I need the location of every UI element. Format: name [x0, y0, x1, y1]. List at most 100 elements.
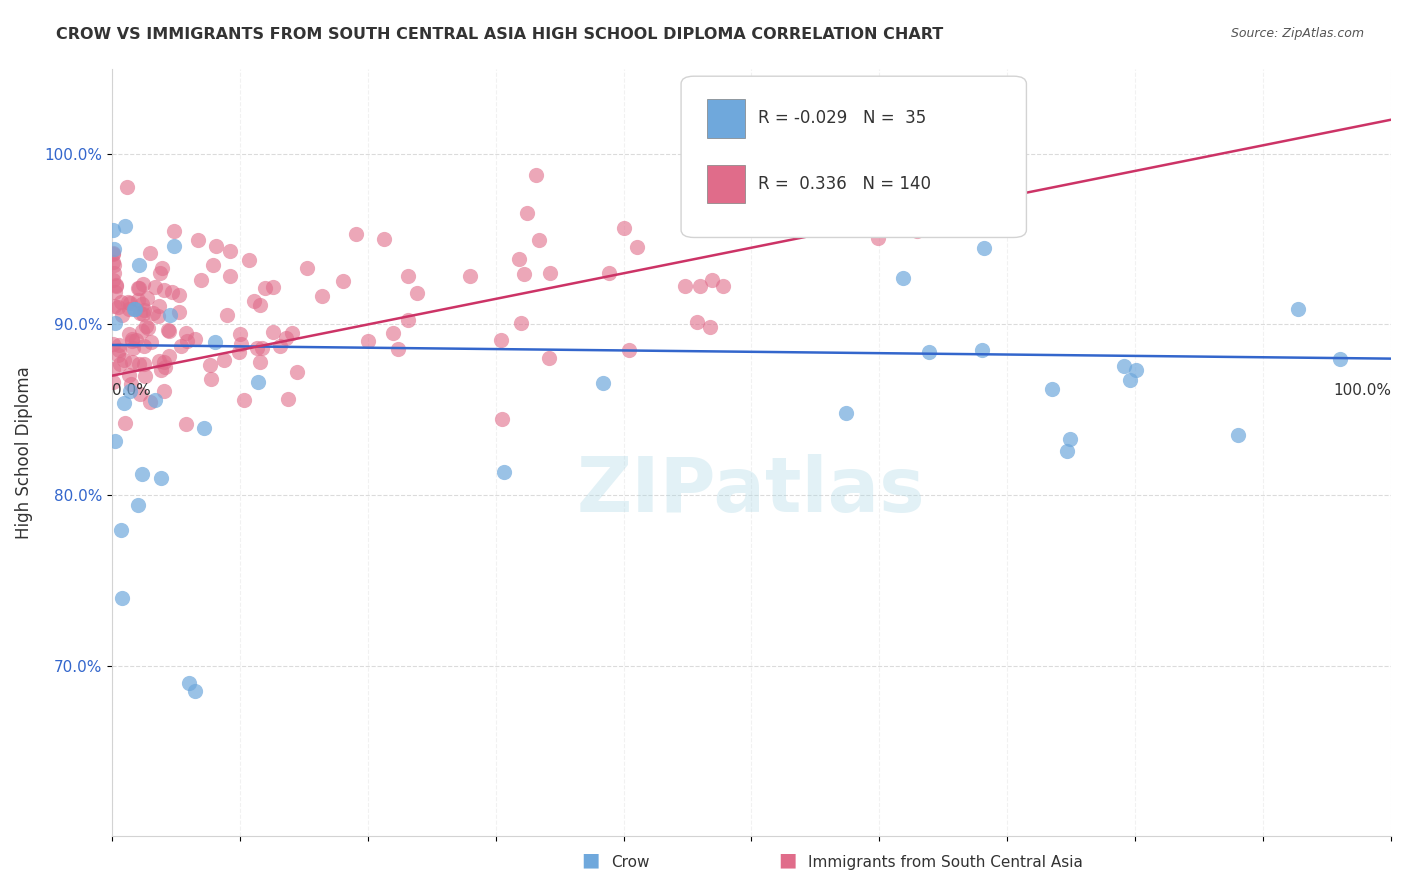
Point [176, 417, 198, 432]
Point [148, 266, 170, 280]
Point [344, 227, 367, 241]
Point [101, 255, 124, 269]
Point [918, 344, 941, 359]
Point [146, 309, 169, 323]
Point [127, 293, 149, 308]
Point [163, 224, 186, 238]
Point [122, 301, 145, 316]
Point [132, 357, 155, 371]
Point [127, 280, 149, 294]
Point [121, 332, 143, 346]
Point [101, 246, 124, 260]
Point [202, 258, 225, 272]
Point [254, 280, 277, 294]
Text: ■: ■ [581, 851, 600, 870]
Point [1112, 359, 1135, 373]
Text: CROW VS IMMIGRANTS FROM SOUTH CENTRAL ASIA HIGH SCHOOL DIPLOMA CORRELATION CHART: CROW VS IMMIGRANTS FROM SOUTH CENTRAL AS… [56, 27, 943, 42]
Point [332, 274, 354, 288]
Text: R =  0.336   N = 140: R = 0.336 N = 140 [758, 175, 931, 193]
Point [105, 279, 128, 293]
Text: Crow: Crow [612, 855, 650, 870]
Point [598, 266, 620, 280]
Point [396, 313, 419, 327]
Point [218, 268, 240, 283]
Point [112, 353, 135, 368]
Point [104, 317, 127, 331]
Y-axis label: High School Diploma: High School Diploma [15, 366, 32, 539]
Point [129, 306, 152, 320]
Text: Source: ZipAtlas.com: Source: ZipAtlas.com [1230, 27, 1364, 40]
Point [104, 277, 127, 292]
Point [538, 266, 561, 280]
Point [492, 465, 515, 479]
Point [103, 242, 125, 256]
Point [118, 368, 141, 383]
Point [711, 278, 734, 293]
Point [396, 268, 419, 283]
Point [145, 392, 167, 407]
Point [269, 339, 291, 353]
Point [118, 301, 141, 316]
Point [246, 341, 269, 355]
Point [111, 591, 134, 605]
Point [120, 296, 142, 310]
Point [905, 225, 928, 239]
Point [134, 303, 156, 318]
Point [135, 318, 157, 333]
Point [489, 333, 512, 347]
Point [262, 280, 284, 294]
Point [157, 349, 180, 363]
Point [297, 261, 319, 276]
Point [101, 223, 124, 237]
Point [101, 245, 124, 260]
Point [229, 326, 252, 341]
Point [187, 233, 209, 247]
Point [103, 273, 125, 287]
Point [153, 359, 176, 374]
Point [110, 295, 132, 310]
Point [157, 324, 180, 338]
Point [510, 316, 533, 330]
Point [204, 334, 226, 349]
Point [626, 240, 648, 254]
Point [132, 277, 155, 292]
Point [198, 359, 221, 373]
Bar [707, 164, 745, 202]
Text: ZIPatlas: ZIPatlas [576, 454, 925, 528]
Point [117, 295, 139, 310]
Point [124, 302, 146, 317]
Point [159, 309, 181, 323]
Point [169, 287, 191, 301]
Point [135, 291, 157, 305]
Point [138, 395, 160, 409]
Point [156, 323, 179, 337]
Point [152, 283, 174, 297]
Point [184, 333, 207, 347]
Point [406, 285, 429, 300]
Point [382, 326, 405, 340]
Text: 0.0%: 0.0% [112, 384, 150, 399]
Point [128, 358, 150, 372]
Point [699, 319, 721, 334]
Point [103, 258, 125, 272]
Point [150, 471, 173, 485]
Point [228, 345, 250, 359]
Point [121, 341, 143, 355]
Point [184, 684, 207, 698]
Point [458, 269, 481, 284]
Point [215, 308, 238, 322]
Point [131, 467, 153, 482]
Point [972, 343, 994, 358]
Point [160, 285, 183, 299]
Point [112, 396, 135, 410]
Point [527, 233, 550, 247]
Point [142, 306, 165, 320]
Point [132, 339, 155, 353]
Point [101, 337, 124, 351]
Point [120, 377, 142, 392]
Point [111, 308, 134, 322]
Point [150, 261, 173, 276]
Point [127, 498, 149, 512]
Point [139, 334, 162, 349]
Point [1125, 362, 1147, 376]
